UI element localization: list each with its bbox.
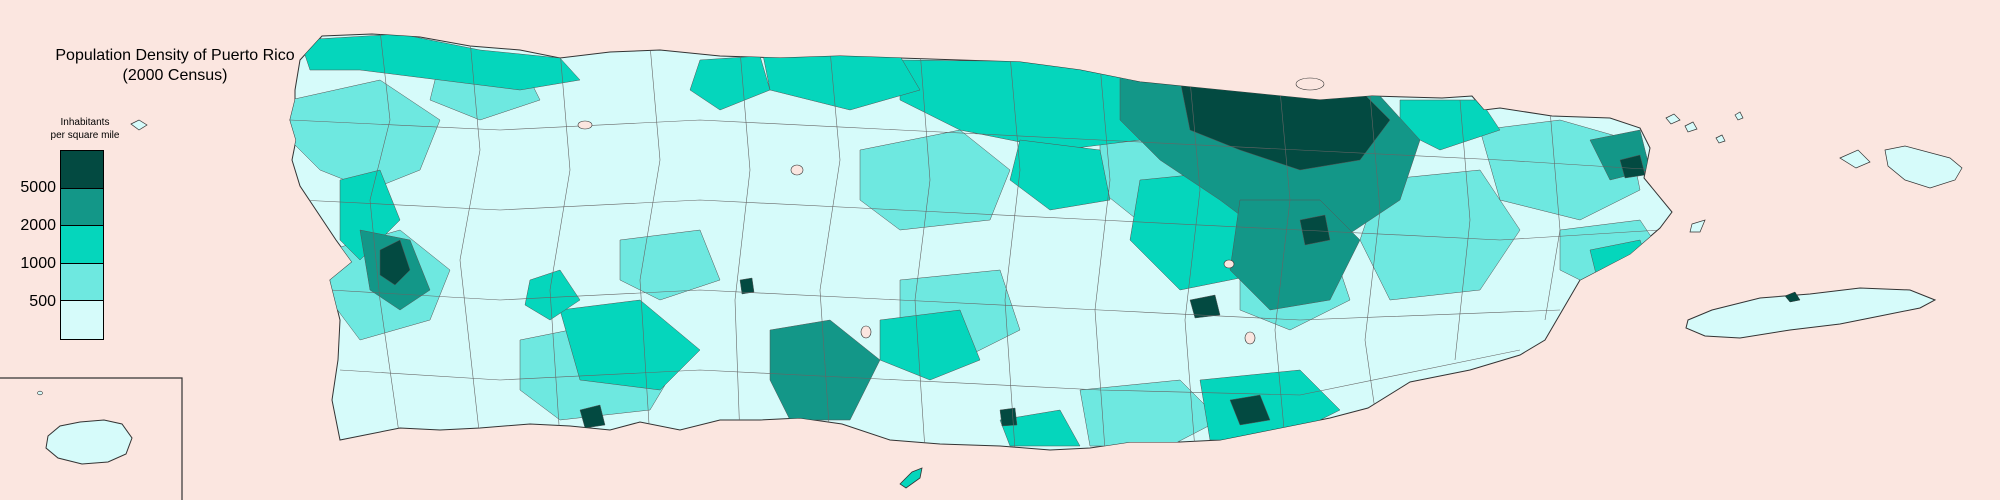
legend-tick-1000: 1000 — [20, 255, 56, 272]
legend-tick-2000: 2000 — [20, 217, 56, 234]
legend-heading-line2: per square mile — [50, 130, 120, 141]
legend-swatch-2000-5000 — [61, 188, 103, 226]
caja-de-muerto-islet — [899, 467, 923, 489]
vieques-island — [1685, 287, 1937, 339]
small-cays — [130, 111, 1963, 233]
map-title-line1: Population Density of Puerto Rico — [55, 47, 295, 64]
vieques-dense-spot — [1784, 291, 1801, 303]
inland-water — [577, 77, 1325, 345]
legend-swatch-1000-2000 — [61, 226, 103, 264]
legend-tick-5000: 5000 — [20, 179, 56, 196]
monito-islet — [37, 390, 43, 396]
density-zones — [290, 34, 1661, 450]
mona-island — [45, 419, 133, 465]
zones-1000-2000 — [299, 34, 1651, 447]
legend-tick-500: 500 — [29, 293, 56, 310]
map-title-line2: (2000 Census) — [122, 67, 228, 84]
legend-heading: Inhabitants per square mile — [40, 116, 130, 142]
legend-swatch-above-5000 — [61, 151, 103, 189]
legend-swatch-below-500 — [61, 301, 103, 339]
boundary-lines — [290, 34, 1661, 450]
legend-swatch-500-1000 — [61, 263, 103, 301]
map-title: Population Density of Puerto Rico (2000 … — [30, 46, 320, 86]
legend-color-scale — [60, 150, 104, 340]
inset-frame — [0, 377, 183, 500]
legend-heading-line1: Inhabitants — [60, 117, 110, 128]
